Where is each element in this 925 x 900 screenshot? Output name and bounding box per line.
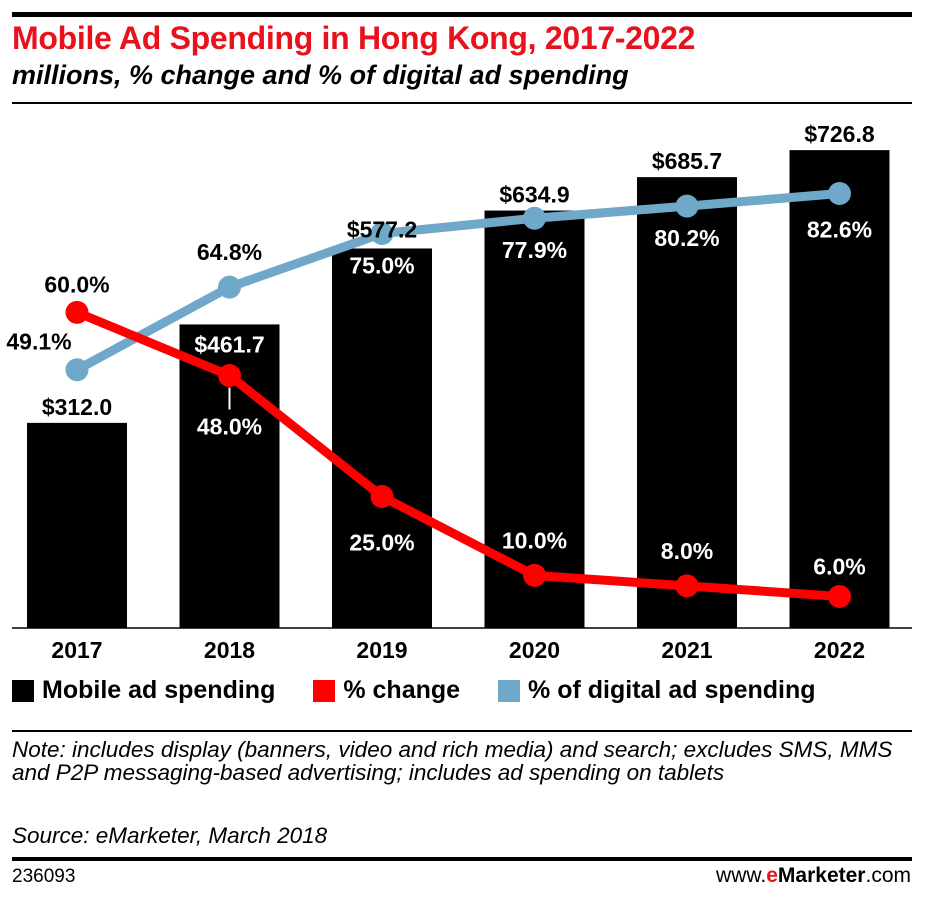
x-tick-label-2018: 2018 (204, 637, 255, 663)
bar-value-label-2017: $312.0 (42, 394, 112, 420)
lines-layer (65, 182, 851, 608)
chart-title: Mobile Ad Spending in Hong Kong, 2017-20… (12, 20, 696, 56)
bar-2021 (637, 177, 737, 628)
x-tick-label-2020: 2020 (509, 637, 560, 663)
change-point-2022 (828, 584, 851, 608)
change-label-2019: 25.0% (349, 530, 414, 556)
x-tick-label-2019: 2019 (356, 637, 407, 663)
change-point-2019 (370, 485, 394, 508)
change-point-2020 (523, 563, 546, 587)
change-point-2021 (675, 574, 699, 598)
x-tick-label-2022: 2022 (814, 637, 865, 663)
digital-share-point-2019 (370, 222, 394, 245)
legend-item-spending: Mobile ad spending (12, 676, 275, 705)
legend-label-digital-share: % of digital ad spending (528, 676, 816, 704)
bars-layer (12, 150, 912, 629)
legend: Mobile ad spending % change % of digital… (12, 676, 816, 705)
legend-divider (12, 730, 912, 732)
legend-label-change: % change (343, 676, 461, 704)
chart-source: Source: eMarketer, March 2018 (12, 823, 328, 848)
title-divider (12, 102, 912, 104)
bar-value-label-2018: $461.7 (194, 331, 264, 357)
x-tick-label-2021: 2021 (661, 637, 712, 663)
digital-share-point-2018 (218, 275, 241, 299)
change-label-2021: 8.0% (661, 538, 713, 564)
legend-swatch-change (313, 679, 336, 702)
labels-layer: 2017 2018 2019 2020 2021 2022 $312.0 $461.7 $577… (6, 121, 874, 663)
legend-label-spending: Mobile ad spending (42, 676, 276, 704)
legend-swatch-digital-share (498, 679, 521, 702)
bar-value-label-2021: $685.7 (652, 148, 722, 174)
chart-subtitle: millions, % change and % of digital ad s… (12, 60, 629, 90)
bar-2022 (789, 150, 890, 628)
chart-note: Note: includes display (banners, video a… (12, 737, 893, 785)
chart-id: 236093 (12, 866, 76, 887)
digital-share-label-2019: 75.0% (349, 253, 414, 279)
bottom-rule (12, 857, 912, 861)
brand-logo: www.eMarketer.com (716, 864, 911, 887)
digital-share-label-2021: 80.2% (654, 225, 719, 251)
digital-share-label-2022: 82.6% (807, 217, 872, 243)
top-rule (12, 12, 912, 17)
bar-2017 (27, 422, 127, 628)
digital-share-point-2021 (675, 194, 699, 218)
digital-share-label-2018: 64.8% (197, 239, 262, 265)
bar-value-label-2019: $577.2 (347, 216, 417, 242)
change-point-2017 (65, 300, 89, 324)
digital-share-label-2020: 77.9% (502, 237, 567, 263)
digital-share-point-2020 (523, 206, 546, 230)
change-label-2018: 48.0% (197, 414, 262, 440)
chart-plot: 2017 2018 2019 2020 2021 2022 $312.0 $461.7 $577… (6, 121, 912, 663)
change-line (72, 307, 844, 601)
change-label-2017: 60.0% (44, 271, 109, 297)
digital-share-point-2017 (65, 358, 89, 382)
legend-item-change: % change (313, 676, 460, 705)
legend-swatch-spending (12, 679, 34, 702)
change-label-2020: 10.0% (502, 527, 567, 553)
digital-share-line (72, 189, 844, 375)
digital-share-label-2017: 49.1% (6, 329, 71, 355)
legend-item-digital-share: % of digital ad spending (498, 676, 816, 705)
change-point-2018 (218, 364, 241, 388)
digital-share-point-2022 (828, 182, 851, 206)
bar-value-label-2020: $634.9 (499, 182, 569, 208)
bar-2019 (332, 248, 432, 628)
bar-value-label-2022: $726.8 (804, 121, 875, 147)
x-tick-label-2017: 2017 (51, 637, 102, 663)
change-label-2022: 6.0% (813, 553, 865, 579)
